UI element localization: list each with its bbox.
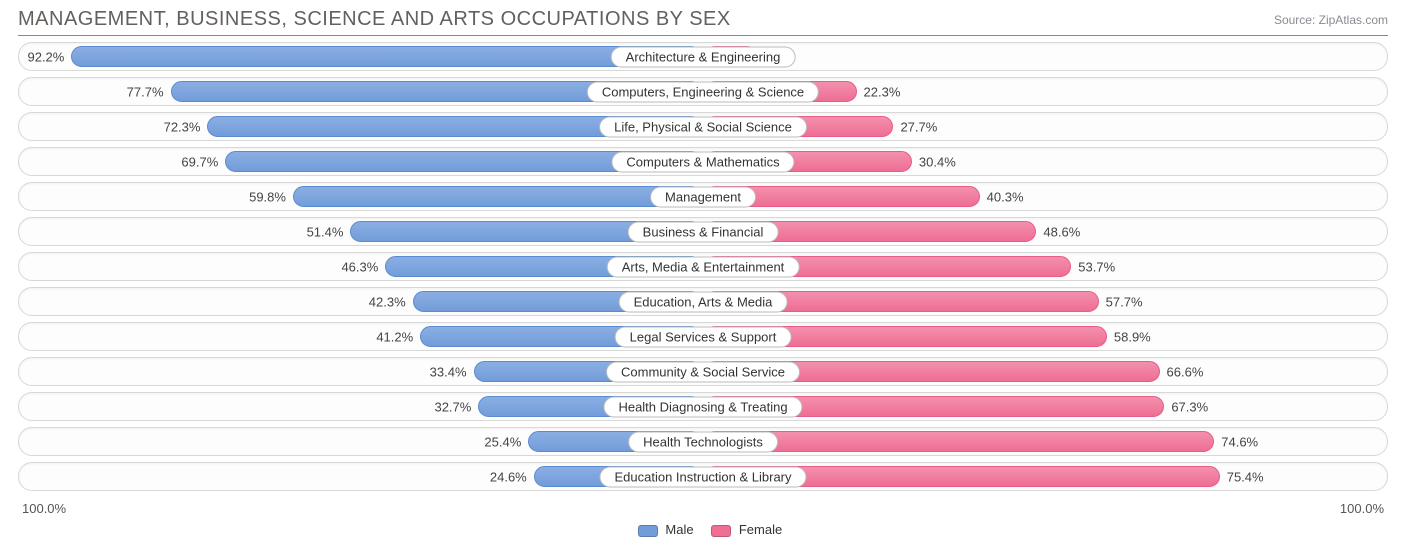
legend-female: Female (739, 522, 782, 537)
male-pct: 46.3% (341, 259, 378, 274)
male-pct: 92.2% (27, 49, 64, 64)
chart-row: 32.7% 67.3% Health Diagnosing & Treating (18, 392, 1388, 421)
chart-row: 59.8% 40.3% Management (18, 182, 1388, 211)
female-pct: 67.3% (1171, 399, 1208, 414)
chart-row: 92.2%7.9%Architecture & Engineering (18, 42, 1388, 71)
legend: Male Female (0, 516, 1406, 537)
chart-row: 51.4% 48.6% Business & Financial (18, 217, 1388, 246)
male-bar (71, 46, 702, 67)
male-pct: 59.8% (249, 189, 286, 204)
category-label: Community & Social Service (606, 361, 800, 382)
category-label-wrap: Arts, Media & Entertainment (607, 256, 800, 277)
chart-row: 46.3% 53.7% Arts, Media & Entertainment (18, 252, 1388, 281)
source-credit: Source: ZipAtlas.com (1274, 13, 1388, 27)
male-pct: 41.2% (376, 329, 413, 344)
category-label-wrap: Life, Physical & Social Science (599, 116, 807, 137)
category-label: Architecture & Engineering (611, 46, 796, 67)
chart-row: 42.3% 57.7% Education, Arts & Media (18, 287, 1388, 316)
female-pct: 48.6% (1043, 224, 1080, 239)
category-label-wrap: Computers & Mathematics (611, 151, 794, 172)
page-title: MANAGEMENT, BUSINESS, SCIENCE AND ARTS O… (18, 8, 731, 31)
category-label: Computers, Engineering & Science (587, 81, 819, 102)
chart-row: 41.2% 58.9% Legal Services & Support (18, 322, 1388, 351)
occupations-chart: 92.2%7.9%Architecture & Engineering 77.7%… (0, 42, 1406, 491)
category-label-wrap: Education, Arts & Media (619, 291, 788, 312)
chart-row: 69.7% 30.4% Computers & Mathematics (18, 147, 1388, 176)
female-pct: 22.3% (864, 84, 901, 99)
female-pct: 75.4% (1227, 469, 1264, 484)
category-label-wrap: Health Diagnosing & Treating (603, 396, 802, 417)
male-bar (293, 186, 702, 207)
female-swatch (711, 525, 731, 537)
category-label: Business & Financial (628, 221, 779, 242)
category-label: Arts, Media & Entertainment (607, 256, 800, 277)
axis-left: 100.0% (22, 501, 66, 516)
category-label: Management (650, 186, 756, 207)
x-axis: 100.0% 100.0% (0, 497, 1406, 516)
chart-row: 72.3% 27.7% Life, Physical & Social Scienc… (18, 112, 1388, 141)
female-pct: 27.7% (900, 119, 937, 134)
category-label-wrap: Education Instruction & Library (599, 466, 806, 487)
female-pct: 66.6% (1167, 364, 1204, 379)
female-pct: 58.9% (1114, 329, 1151, 344)
divider (18, 35, 1388, 36)
male-pct: 42.3% (369, 294, 406, 309)
male-swatch (638, 525, 658, 537)
chart-row: 25.4% 74.6% Health Technologists (18, 427, 1388, 456)
category-label-wrap: Legal Services & Support (615, 326, 792, 347)
legend-male: Male (665, 522, 693, 537)
source-label: Source: (1274, 13, 1315, 27)
chart-row: 33.4% 66.6% Community & Social Service (18, 357, 1388, 386)
category-label-wrap: Computers, Engineering & Science (587, 81, 819, 102)
male-pct: 24.6% (490, 469, 527, 484)
category-label: Education Instruction & Library (599, 466, 806, 487)
category-label-wrap: Management (650, 186, 756, 207)
source-name: ZipAtlas.com (1319, 13, 1388, 27)
category-label-wrap: Architecture & Engineering (611, 46, 796, 67)
category-label-wrap: Business & Financial (628, 221, 779, 242)
header: MANAGEMENT, BUSINESS, SCIENCE AND ARTS O… (0, 0, 1406, 35)
chart-row: 77.7% 22.3% Computers, Engineering & Scien… (18, 77, 1388, 106)
category-label: Life, Physical & Social Science (599, 116, 807, 137)
female-bar (704, 431, 1214, 452)
male-pct: 77.7% (127, 84, 164, 99)
axis-right: 100.0% (1340, 501, 1384, 516)
category-label: Education, Arts & Media (619, 291, 788, 312)
female-pct: 74.6% (1221, 434, 1258, 449)
category-label-wrap: Health Technologists (628, 431, 778, 452)
category-label: Computers & Mathematics (611, 151, 794, 172)
male-pct: 51.4% (307, 224, 344, 239)
female-pct: 57.7% (1106, 294, 1143, 309)
category-label: Health Technologists (628, 431, 778, 452)
chart-row: 24.6% 75.4% Education Instruction & Librar… (18, 462, 1388, 491)
category-label-wrap: Community & Social Service (606, 361, 800, 382)
male-pct: 25.4% (484, 434, 521, 449)
female-pct: 30.4% (919, 154, 956, 169)
category-label: Health Diagnosing & Treating (603, 396, 802, 417)
female-pct: 40.3% (987, 189, 1024, 204)
category-label: Legal Services & Support (615, 326, 792, 347)
male-pct: 69.7% (181, 154, 218, 169)
male-pct: 33.4% (430, 364, 467, 379)
male-pct: 72.3% (164, 119, 201, 134)
male-pct: 32.7% (434, 399, 471, 414)
female-pct: 53.7% (1078, 259, 1115, 274)
